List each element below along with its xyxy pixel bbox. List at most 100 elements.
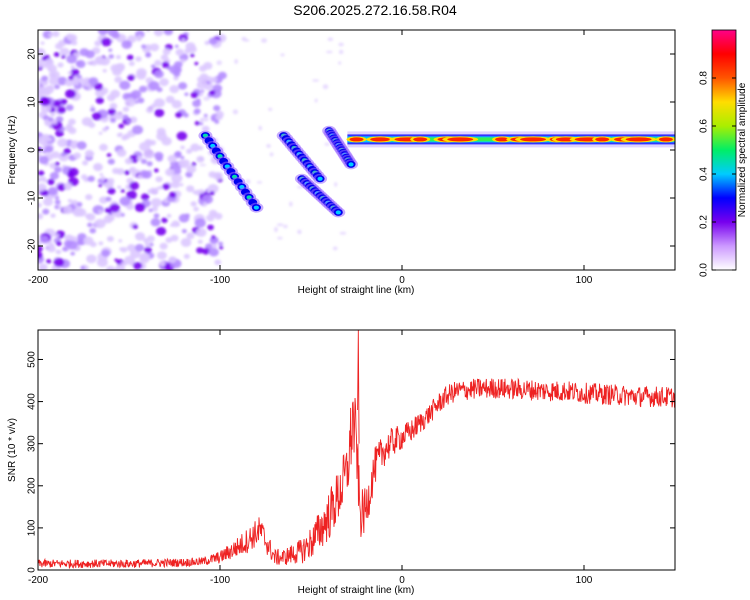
snr-y-axis: 0 100 200 300 400 500 xyxy=(27,351,675,573)
noise-blob xyxy=(41,88,52,97)
noise-blob xyxy=(266,143,271,148)
noise-blob xyxy=(180,58,186,64)
noise-blob xyxy=(314,98,318,103)
noise-blob xyxy=(110,117,116,123)
noise-blob xyxy=(116,133,122,138)
noise-blob xyxy=(165,237,173,243)
noise-blob xyxy=(98,209,103,214)
noise-blob xyxy=(101,249,111,257)
noise-blob xyxy=(41,190,49,197)
noise-blob xyxy=(102,127,108,132)
noise-blob xyxy=(120,212,125,217)
noise-blob xyxy=(214,119,220,124)
noise-blob xyxy=(218,241,224,246)
noise-blob xyxy=(106,265,116,270)
carrier-hotspot-core xyxy=(595,137,610,142)
noise-blob xyxy=(132,125,144,135)
noise-blob xyxy=(120,189,125,193)
noise-blob xyxy=(155,176,163,183)
noise-blob xyxy=(154,59,162,67)
noise-blob xyxy=(42,208,50,215)
noise-blob xyxy=(56,241,62,247)
noise-blob xyxy=(47,84,54,91)
noise-blob xyxy=(54,161,60,166)
noise-blob xyxy=(145,52,152,57)
noise-blob xyxy=(38,170,45,176)
noise-blob xyxy=(148,81,160,91)
noise-blob xyxy=(161,217,168,224)
noise-blob xyxy=(155,155,163,162)
noise-blob xyxy=(135,56,142,62)
noise-blob xyxy=(73,152,82,159)
snr-y-tick-label: 500 xyxy=(27,351,38,368)
noise-blob xyxy=(312,79,320,82)
track-peak xyxy=(335,210,341,215)
snr-y-tick-label: 100 xyxy=(27,519,38,536)
noise-blob xyxy=(208,37,218,45)
spectrogram-y-tick-label: -10 xyxy=(27,190,38,205)
noise-blob xyxy=(178,82,188,90)
noise-blob xyxy=(107,158,115,165)
noise-blob xyxy=(91,112,102,121)
noise-blob xyxy=(47,245,56,253)
noise-blob xyxy=(156,127,166,136)
carrier-hotspot-core xyxy=(413,137,428,142)
noise-blob xyxy=(277,236,283,240)
snr-y-axis-label: SNR (10 * v/v) xyxy=(7,418,18,482)
noise-blob xyxy=(107,108,117,116)
spectrogram-x-tick-label: -100 xyxy=(210,275,230,286)
noise-blob xyxy=(180,145,185,150)
noise-blob xyxy=(150,64,156,69)
noise-blob xyxy=(153,98,165,108)
colorbar-tick-label: 0.8 xyxy=(699,71,710,85)
noise-blob xyxy=(98,241,104,246)
noise-blob xyxy=(153,168,159,173)
noise-blob xyxy=(161,136,172,146)
noise-blob xyxy=(199,122,204,126)
spectrogram-y-tick-label: 0 xyxy=(27,147,38,153)
noise-blob xyxy=(87,222,93,228)
noise-blob xyxy=(109,203,120,213)
noise-blob xyxy=(167,154,177,163)
noise-blob xyxy=(204,40,210,46)
noise-blob xyxy=(203,96,210,101)
noise-blob xyxy=(70,143,77,150)
noise-blob xyxy=(126,54,134,61)
noise-blob xyxy=(143,149,155,159)
noise-blob xyxy=(193,206,199,212)
noise-blob xyxy=(130,249,141,259)
page-title: S206.2025.272.16.58.R04 xyxy=(293,2,457,18)
snr-y-tick-label: 0 xyxy=(27,567,38,573)
noise-blob xyxy=(154,108,165,118)
snr-panel: -200 -100 0 100 0 100 200 300 400 500 Height of … xyxy=(7,329,676,596)
noise-blob xyxy=(338,61,342,65)
noise-blob xyxy=(169,85,180,94)
noise-blob xyxy=(153,30,164,37)
noise-blob xyxy=(122,106,130,112)
noise-blob xyxy=(162,48,171,55)
noise-blob xyxy=(38,146,43,152)
noise-blob xyxy=(98,183,103,188)
snr-x-tick-label: -200 xyxy=(28,575,48,586)
noise-blob xyxy=(297,229,302,235)
noise-blob xyxy=(146,106,154,114)
noise-blob xyxy=(139,141,151,152)
noise-blob xyxy=(148,208,153,213)
noise-blob xyxy=(106,153,112,158)
noise-blob xyxy=(150,198,162,208)
noise-blob xyxy=(71,205,76,210)
track-peak xyxy=(348,162,354,167)
noise-blob xyxy=(196,247,204,254)
noise-blob xyxy=(186,232,195,240)
noise-blob xyxy=(93,82,103,91)
noise-blob xyxy=(38,213,44,220)
noise-blob xyxy=(143,238,149,244)
noise-blob xyxy=(44,145,54,153)
track-peak xyxy=(253,205,259,210)
noise-blob xyxy=(241,36,247,42)
colorbar-tick-label: 0.4 xyxy=(699,167,710,181)
colorbar-tick-label: 0.2 xyxy=(699,215,710,229)
noise-blob xyxy=(184,92,189,96)
noise-blob xyxy=(190,53,195,58)
noise-blob xyxy=(150,218,161,227)
